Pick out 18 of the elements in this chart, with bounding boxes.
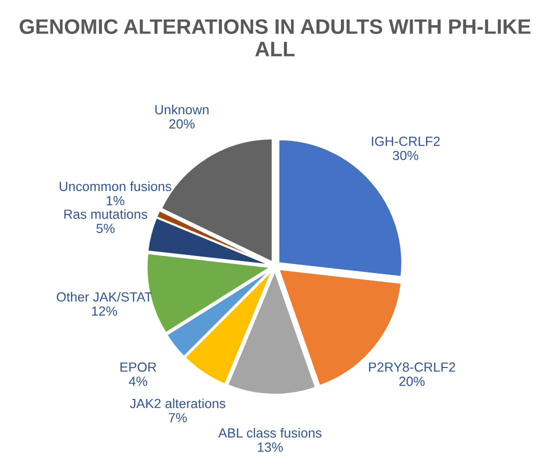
data-label: 1% xyxy=(106,196,124,206)
data-label: 30% xyxy=(392,150,418,160)
slice-label: P2RY8-CRLF2 xyxy=(369,362,456,372)
data-label: 7% xyxy=(168,413,187,422)
slice-label: ABL class fusions xyxy=(218,428,322,438)
slice-label: IGH-CRLF2 xyxy=(372,136,440,146)
data-label: 12% xyxy=(92,306,118,316)
data-label: 13% xyxy=(258,442,283,452)
data-label: 20% xyxy=(169,119,195,129)
data-label: 4% xyxy=(128,376,148,386)
data-label: 5% xyxy=(96,224,115,234)
slice-label: Unknown xyxy=(155,104,209,114)
slice-label: EPOR xyxy=(120,362,156,372)
data-label: 20% xyxy=(399,376,425,386)
slice-label: Uncommon fusions xyxy=(60,181,172,192)
slice-label: JAK2 alterations xyxy=(130,398,226,408)
slice-label: Ras mutations xyxy=(64,209,148,219)
chart-title: GENOMIC ALTERATIONS IN ADULTS WITH PH-LIKE ALL xyxy=(20,19,530,56)
